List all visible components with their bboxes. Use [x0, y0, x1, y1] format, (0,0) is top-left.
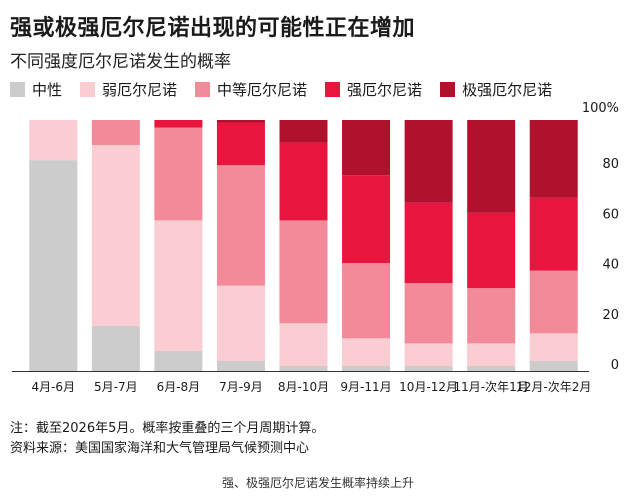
chart-subtitle: 不同强度厄尔尼诺发生的概率 — [10, 52, 231, 72]
y-tick-label: 20 — [602, 308, 619, 323]
bar-segment-weak — [342, 338, 391, 366]
y-tick-label: 0 — [611, 358, 619, 373]
chart-title: 强或极强厄尔尼诺出现的可能性正在增加 — [10, 16, 416, 41]
bar-segment-neutral — [216, 360, 265, 371]
bar-segment-weak — [279, 323, 328, 366]
x-tick-label: 5月-7月 — [94, 380, 138, 394]
bar-segment-strong — [279, 142, 328, 221]
legend-item-strong: 强厄尔尼诺 — [325, 79, 422, 100]
bar-segment-weak — [404, 343, 453, 366]
bar-segment-moderate — [154, 127, 203, 221]
y-tick-label: 60 — [602, 207, 619, 222]
y-tick-label: 80 — [602, 157, 619, 172]
bar-segment-very-strong — [467, 120, 516, 213]
bar-segment-neutral — [529, 360, 578, 371]
bar-segment-weak — [154, 220, 203, 351]
image-caption: 强、极强厄尔尼诺发生概率持续上升 — [221, 476, 414, 490]
bar-segment-strong — [404, 202, 453, 284]
legend-label-very-strong: 极强厄尔尼诺 — [462, 81, 553, 99]
legend-label-weak: 弱厄尔尼诺 — [102, 81, 178, 99]
legend-label-strong: 强厄尔尼诺 — [347, 81, 423, 99]
bar-segment-strong — [342, 175, 391, 264]
bar-segment-moderate — [216, 165, 265, 286]
bar-segment-weak — [529, 333, 578, 361]
bar-segment-weak — [29, 120, 78, 161]
bar-segment-moderate — [529, 270, 578, 334]
legend-label-moderate: 中等厄尔尼诺 — [217, 81, 308, 99]
legend-item-weak: 弱厄尔尼诺 — [80, 79, 177, 100]
bar-segment-neutral — [29, 160, 78, 371]
bar-segment-moderate — [279, 220, 328, 324]
x-tick-label: 12月-次年2月 — [516, 380, 591, 394]
bar-segment-moderate — [467, 288, 516, 344]
legend-swatch-strong — [325, 82, 341, 97]
bar-segment-strong — [467, 212, 516, 289]
legend-item-very-strong: 极强厄尔尼诺 — [440, 79, 552, 100]
bar-segment-weak — [467, 343, 516, 366]
legend-item-neutral: 中性 — [10, 79, 62, 100]
legend-swatch-weak — [80, 82, 96, 97]
x-tick-label: 6月-8月 — [157, 380, 201, 394]
x-tick-label: 4月-6月 — [31, 380, 75, 394]
x-tick-label: 8月-10月 — [278, 380, 329, 394]
legend-item-moderate: 中等厄尔尼诺 — [195, 79, 307, 100]
source-note: 资料来源：美国国家海洋和大气管理局气候预测中心 — [10, 441, 310, 456]
bar-segment-weak — [216, 285, 265, 361]
bar-segment-neutral — [404, 365, 453, 371]
legend: 中性 弱厄尔尼诺 中等厄尔尼诺 强厄尔尼诺 极强厄尔尼诺 — [10, 79, 570, 100]
legend-swatch-moderate — [195, 82, 211, 97]
bar-segment-strong — [154, 120, 203, 128]
stacked-bar-chart: 4月-6月 5月-7月 6月-8月 7月-9月 8月-10月 9月-11月 10月-12月1… — [12, 101, 619, 394]
x-tick-label: 10月-12月 — [399, 380, 458, 394]
bar-segment-neutral — [154, 350, 203, 371]
bar-segment-very-strong — [279, 120, 328, 143]
bar-segment-neutral — [342, 365, 391, 371]
bar-segment-weak — [91, 145, 140, 326]
bar-segment-very-strong — [529, 120, 578, 198]
x-tick-label: 11月-次年1月 — [454, 380, 529, 394]
bar-segment-strong — [216, 122, 265, 166]
x-tick-label: 9月-11月 — [340, 380, 391, 394]
footnote: 注：截至2026年5月。概率按重叠的三个月周期计算。 — [10, 421, 325, 436]
y-tick-label: 100% — [582, 101, 619, 116]
bar-segment-moderate — [404, 283, 453, 344]
legend-label-neutral: 中性 — [32, 81, 63, 99]
bar-segment-strong — [529, 197, 578, 271]
bar-segment-neutral — [467, 365, 516, 371]
bar-segment-neutral — [279, 365, 328, 371]
bar-segment-moderate — [342, 263, 391, 339]
legend-swatch-very-strong — [440, 82, 456, 97]
legend-swatch-neutral — [10, 82, 25, 97]
bar-segment-neutral — [91, 325, 140, 371]
y-tick-label: 40 — [602, 258, 619, 273]
bar-segment-very-strong — [216, 120, 265, 123]
bar-segment-very-strong — [342, 120, 391, 176]
bar-segment-moderate — [91, 120, 140, 146]
bar-segment-very-strong — [404, 120, 453, 203]
x-tick-label: 7月-9月 — [219, 380, 263, 394]
